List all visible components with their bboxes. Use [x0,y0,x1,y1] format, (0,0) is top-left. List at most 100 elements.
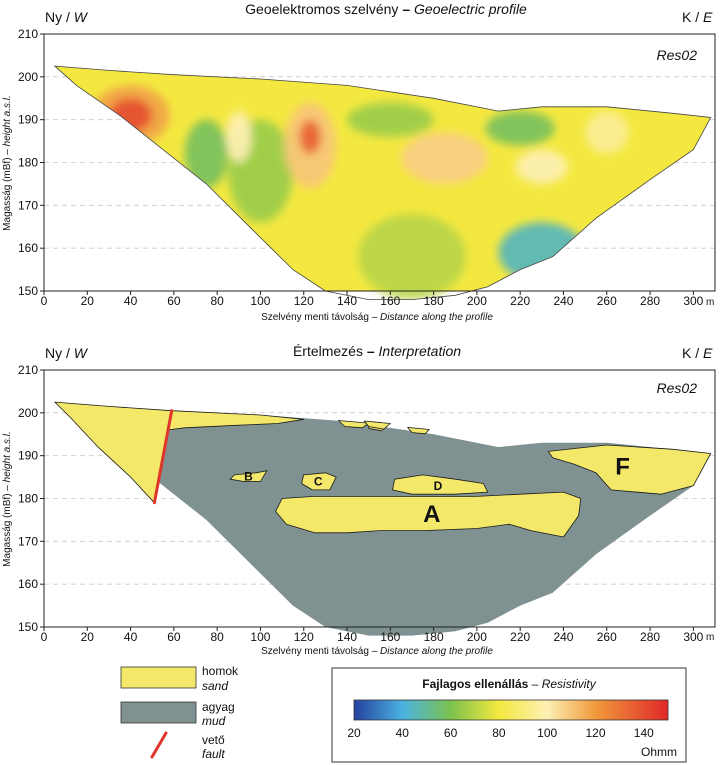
colorbar-tick-label: 60 [444,726,458,740]
resistivity-field [54,66,711,300]
resistivity-panel: Geoelektromos szelvény – Geoelectric pro… [2,1,716,323]
resistivity-colorbar: Fajlagos ellenállás – Resistivity 20 40 60… [331,667,687,763]
colorbar-unit: Ohmm [641,745,677,759]
x-tick-label: 280 [640,294,660,308]
sand-swatch [120,666,197,689]
resistivity-anomaly [184,119,228,189]
interpretation-title: Értelmezés – Interpretation [293,343,461,359]
resistivity-anomaly [585,111,629,154]
x-tick-label: 80 [210,294,224,308]
resistivity-anomaly [485,111,555,146]
x-tick-label: 100 [250,294,270,308]
resistivity-anomaly [109,98,153,133]
sand-d [392,474,489,495]
resistivity-anomaly [299,119,322,154]
resistivity-anomaly [401,132,488,184]
colorbar-tick-label: 40 [396,726,410,740]
x-tick-label: 200 [467,630,487,644]
body-label-b: B [244,470,253,484]
sand-small [407,426,430,435]
resistivity-anomaly [357,213,467,300]
body-label-c: C [314,474,323,488]
mud-swatch [120,701,197,724]
colorbar-tick-label: 140 [634,726,654,740]
geologic-bodies [54,401,712,636]
y-tick-label: 180 [18,156,38,170]
sand-cap-d [363,420,391,430]
x-tick-label: 40 [124,294,138,308]
x-tick-label: 160 [380,294,400,308]
x-tick-label: 100 [250,630,270,644]
colorbar-tick-label: 100 [537,726,557,740]
x-tick-label: 60 [167,294,181,308]
resistivity-section-outline [53,65,712,300]
y-tick-label: 150 [18,284,38,298]
fault-label: vető [202,733,225,747]
x-unit-label: m [706,297,714,308]
colorbar-tick-label: 120 [585,726,605,740]
colorbar-tick-label: 20 [347,726,361,740]
y-tick-label: 180 [18,492,38,506]
fault-line [152,409,174,505]
east-label-2: K / E [682,345,713,361]
mud-label: agyag [202,700,235,714]
body-label-d: D [434,479,443,493]
y-axis-title-2: Magasság (mBf) – height a.s.l. [2,431,13,567]
sand-f [547,444,712,495]
fault-label-en: fault [202,747,225,761]
y-tick-label: 160 [18,577,38,591]
body-label-f: F [615,453,630,480]
x-tick-label: 60 [167,630,181,644]
x-tick-labels: 0 20 40 60 80 100 120 140 160 180 200 220 240 260 280 3… [41,291,704,308]
y-tick-label: 170 [18,198,38,212]
mud-label-en: mud [202,714,226,728]
y-tick-label: 190 [18,449,38,463]
x-tick-label: 120 [294,630,314,644]
west-label: Ny / W [45,9,89,25]
x-tick-label: 140 [337,294,357,308]
sand-a [275,491,582,538]
resistivity-panel-label: Res02 [657,47,698,63]
colorbar-gradient [353,699,669,721]
sand-west [54,401,173,504]
fault-swatch [150,731,168,759]
x-tick-label: 40 [124,630,138,644]
x-tick-label: 220 [510,294,530,308]
x-tick-label: 180 [424,630,444,644]
x-axis-title-2: Szelvény menti távolság – Distance along… [261,646,493,657]
sand-cap-b [337,420,370,429]
interpretation-panel: Értelmezés – Interpretation Ny / W K / E… [2,343,716,657]
y-tick-label: 200 [18,406,38,420]
y-axis-title: Magasság (mBf) – height a.s.l. [2,95,13,231]
interpretation-panel-label: Res02 [657,380,698,396]
x-axis-title: Szelvény menti távolság – Distance along… [261,312,493,323]
x-tick-label: 160 [380,630,400,644]
colorbar-title: Fajlagos ellenállás – Resistivity [422,677,596,691]
x-tick-label: 260 [597,630,617,644]
y-tick-label: 210 [18,363,38,377]
sand-label: homok [202,664,239,678]
x-tick-label: 140 [337,630,357,644]
x-tick-label: 120 [294,294,314,308]
resistivity-anomaly [225,111,252,163]
resistivity-anomaly [498,222,586,283]
resistivity-title: Geoelektromos szelvény – Geoelectric pro… [245,1,527,17]
resistivity-anomaly [347,102,434,137]
colorbar-tick-labels: 20 40 60 80 100 120 140 [347,726,654,740]
x-tick-label: 20 [81,294,95,308]
sand-c [301,472,337,491]
x-tick-label: 280 [640,630,660,644]
x-tick-label: 0 [41,294,48,308]
y-tick-label: 190 [18,113,38,127]
x-tick-label: 220 [510,630,530,644]
y-tick-label: 170 [18,534,38,548]
colorbar-tick-label: 80 [492,726,506,740]
body-labels: B C DA F [244,453,630,528]
x-tick-label: 180 [424,294,444,308]
y-tick-labels-2: 150 160 170 180 190 200 210 [18,363,44,634]
sand-b [229,470,268,482]
x-unit-label-2: m [706,632,714,643]
x-tick-label: 300 [683,294,703,308]
x-tick-label: 240 [553,294,573,308]
east-label: K / E [682,9,713,25]
